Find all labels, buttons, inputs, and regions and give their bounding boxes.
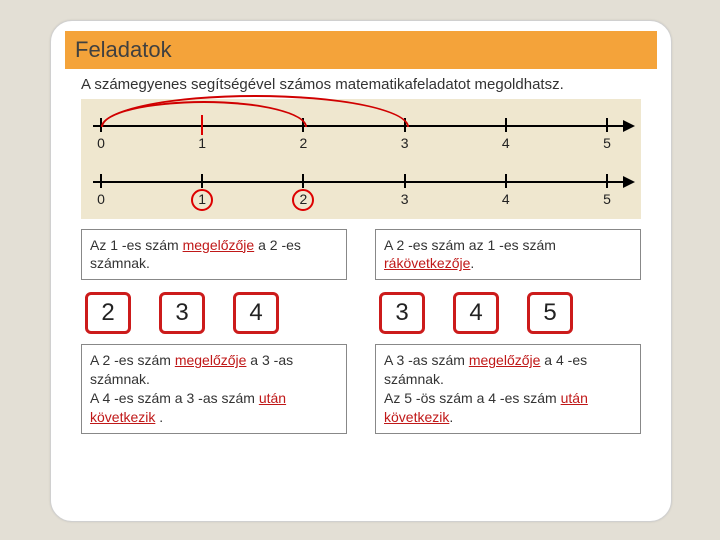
right-box-2: A 3 -as szám megelőzője a 4 -es számnak.…	[375, 344, 641, 434]
tick-label: 3	[401, 135, 409, 151]
left-box-2: A 2 -es szám megelőzője a 3 -as számnak.…	[81, 344, 347, 434]
left-column: Az 1 -es szám megelőzője a 2 -es számnak…	[81, 229, 347, 434]
number-box: 3	[379, 292, 425, 334]
tick	[505, 118, 507, 132]
tick-label: 4	[502, 135, 510, 151]
tick	[100, 174, 102, 188]
columns: Az 1 -es szám megelőzője a 2 -es számnak…	[81, 229, 641, 434]
tick	[404, 174, 406, 188]
jump-arc-icon	[101, 95, 409, 127]
numberline-1: 0 1 2 3 4 5	[87, 103, 635, 159]
tick-label: 1	[198, 135, 206, 151]
numberline-panel: 0 1 2 3 4 5 0 1 2 3 4 5	[81, 99, 641, 219]
number-box: 3	[159, 292, 205, 334]
tick-label: 5	[603, 191, 611, 207]
intro-text: A számegyenes segítségével számos matema…	[81, 75, 641, 95]
text: A 3 -as szám	[384, 352, 469, 368]
text: .	[470, 255, 474, 271]
highlight-text: megelőzője	[183, 237, 255, 253]
tick	[606, 118, 608, 132]
title-text: Feladatok	[75, 37, 172, 62]
text: Az 1 -es szám	[90, 237, 183, 253]
tick	[505, 174, 507, 188]
tick	[606, 174, 608, 188]
tick	[302, 174, 304, 188]
highlight-text: megelőzője	[469, 352, 541, 368]
circle-marker-icon	[191, 189, 213, 211]
left-number-row: 2 3 4	[85, 292, 347, 334]
tick-label: 5	[603, 135, 611, 151]
axis-line	[93, 181, 629, 183]
right-number-row: 3 4 5	[379, 292, 641, 334]
tick-label: 2	[299, 135, 307, 151]
text: A 2 -es szám az 1 -es szám	[384, 237, 556, 253]
axis-arrow-icon	[623, 120, 635, 132]
text: A 2 -es szám	[90, 352, 175, 368]
text: Az 5 -ös szám a 4 -es szám	[384, 390, 561, 406]
text: A 4 -es szám a 3 -as szám	[90, 390, 259, 406]
tick-label: 4	[502, 191, 510, 207]
number-box: 5	[527, 292, 573, 334]
slide-card: Feladatok A számegyenes segítségével szá…	[50, 20, 672, 522]
numberline-2: 012345	[87, 159, 635, 215]
highlight-text: megelőzője	[175, 352, 247, 368]
text: .	[449, 409, 453, 425]
number-box: 2	[85, 292, 131, 334]
left-box-1: Az 1 -es szám megelőzője a 2 -es számnak…	[81, 229, 347, 281]
circle-marker-icon	[292, 189, 314, 211]
axis-arrow-icon	[623, 176, 635, 188]
number-box: 4	[233, 292, 279, 334]
number-box: 4	[453, 292, 499, 334]
right-box-1: A 2 -es szám az 1 -es szám rákövetkezője…	[375, 229, 641, 281]
tick-label: 0	[97, 191, 105, 207]
tick-label: 0	[97, 135, 105, 151]
right-column: A 2 -es szám az 1 -es szám rákövetkezője…	[375, 229, 641, 434]
tick	[201, 174, 203, 188]
text: .	[155, 409, 163, 425]
tick-label: 3	[401, 191, 409, 207]
highlight-text: rákövetkezője	[384, 255, 470, 271]
title-bar: Feladatok	[65, 31, 657, 69]
